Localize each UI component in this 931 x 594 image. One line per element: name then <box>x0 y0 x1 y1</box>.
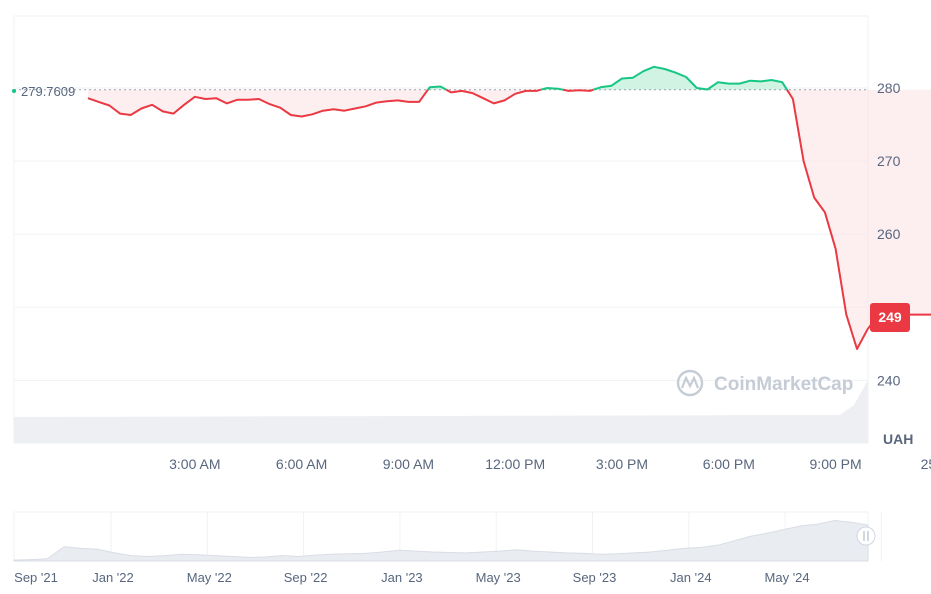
open-price-label: 279.7609 <box>21 84 75 99</box>
price-line <box>87 65 931 350</box>
x-axis: 3:00 AM 6:00 AM 9:00 AM 12:00 PM 3:00 PM 6:00… <box>169 456 931 472</box>
volume-area <box>14 380 868 443</box>
area-segment-6 <box>787 89 931 349</box>
navigator-tick-5: May '23 <box>476 570 521 585</box>
navigator-tick-3: Sep '22 <box>284 570 328 585</box>
y-tick-240: 240 <box>877 372 901 388</box>
price-area-fills <box>88 66 931 349</box>
current-price-badge-bg <box>870 303 910 332</box>
currency-unit-label: UAH <box>883 431 913 447</box>
navigator-tick-1: Jan '22 <box>92 570 134 585</box>
x-tick-6: 9:00 PM <box>810 456 862 472</box>
x-tick-3: 12:00 PM <box>485 456 545 472</box>
navigator-tick-6: Sep '23 <box>573 570 617 585</box>
navigator-tick-8: May '24 <box>765 570 810 585</box>
x-tick-0: 3:00 AM <box>169 456 220 472</box>
navigator-tick-0: Sep '21 <box>14 570 58 585</box>
navigator-handle-knob[interactable] <box>856 526 876 546</box>
navigator-handle[interactable] <box>856 526 876 546</box>
line-segment-4 <box>562 88 594 92</box>
volume-bars <box>14 380 868 443</box>
coinmarketcap-logo-icon <box>676 369 704 397</box>
coinmarketcap-watermark: CoinMarketCap <box>676 369 853 397</box>
x-tick-1: 6:00 AM <box>276 456 327 472</box>
y-axis: 280 270 260 240 <box>877 80 901 388</box>
line-segment-1 <box>427 85 447 91</box>
coinmarketcap-logo-mark <box>680 375 700 389</box>
navigator-tick-2: May '22 <box>187 570 232 585</box>
current-price-badge: 249 <box>870 303 910 332</box>
open-price-dot <box>12 89 16 93</box>
line-segment-5 <box>593 65 788 91</box>
line-segment-2 <box>445 88 542 105</box>
x-tick-5: 6:00 PM <box>703 456 755 472</box>
x-tick-4: 3:00 PM <box>596 456 648 472</box>
x-tick-2: 9:00 AM <box>383 456 434 472</box>
y-tick-270: 270 <box>877 153 901 169</box>
navigator-tick-7: Jan '24 <box>670 570 712 585</box>
current-price-value: 249 <box>878 309 902 325</box>
watermark-text: CoinMarketCap <box>714 374 853 395</box>
navigator-area <box>13 519 869 562</box>
time-range-navigator[interactable] <box>13 511 882 562</box>
y-tick-260: 260 <box>877 226 901 242</box>
x-tick-7: 25 Aug <box>921 456 931 472</box>
navigator-x-axis: Sep '21 Jan '22 May '22 Sep '22 Jan '23 May '… <box>14 570 810 585</box>
line-segment-3 <box>540 87 564 91</box>
y-tick-280: 280 <box>877 80 901 96</box>
line-segment-0 <box>87 89 429 118</box>
navigator-tick-4: Jan '23 <box>381 570 423 585</box>
